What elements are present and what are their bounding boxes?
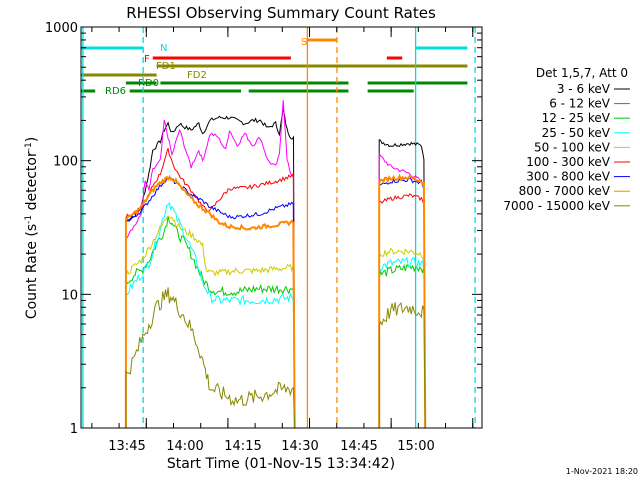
legend-label-100-300-kev: 100 - 300 keV: [526, 155, 610, 169]
y-tick-label: 1000: [45, 21, 78, 36]
flag-label-fd2: FD2: [187, 70, 207, 81]
x-tick-label: 15:00: [397, 439, 434, 454]
y-axis-label-mid: detector: [24, 151, 40, 215]
flag-label-s: S: [301, 37, 307, 48]
series-line-6-12-kev-segment2: [378, 153, 426, 428]
series-line-3-6-kev: [125, 109, 296, 428]
flag-label-f: F: [144, 54, 150, 65]
plot-frame: [80, 26, 483, 429]
y-tick-label: 100: [53, 155, 78, 170]
x-tick-label: 13:45: [108, 439, 145, 454]
flag-label-fd1: FD1: [156, 61, 176, 72]
legend-label-50-100-kev: 50 - 100 keV: [534, 140, 611, 154]
series-line-800-7000-kev: [124, 175, 296, 428]
series-line-3-6-kev-segment2: [378, 139, 426, 428]
series-line-800-7000-kev-segment2: [378, 173, 427, 428]
flag-bars: [81, 38, 468, 93]
series-lines: [124, 99, 427, 428]
series-line-6-12-kev: [125, 99, 296, 428]
x-axis: 13:45 14:00 14:15 14:30 14:45 15:00: [91, 27, 474, 454]
flag-labels: N S F FD1 FD2 RD0 RD6: [105, 37, 307, 97]
y-axis-label-sup1: -1: [24, 215, 34, 224]
series-line-300-800-kev-segment2: [378, 177, 426, 428]
y-axis-label: Count Rate (s-1 detector-1): [24, 137, 40, 319]
flag-label-rd0: RD0: [138, 78, 159, 89]
y-axis: 1 10 100 1000: [45, 21, 482, 437]
series-line-7000-15000-kev-segment2: [378, 301, 426, 428]
y-axis-label-main: Count Rate (s: [24, 224, 40, 319]
series-line-25-50-kev-segment2: [378, 256, 426, 428]
series-line-50-100-kev-segment2: [378, 247, 426, 428]
series-line-25-50-kev: [125, 201, 296, 428]
chart-title: RHESSI Observing Summary Count Rates: [126, 4, 436, 22]
series-line-100-300-kev-segment2: [378, 193, 426, 428]
legend-label-25-50-kev: 25 - 50 keV: [542, 126, 611, 140]
x-tick-label: 14:45: [340, 439, 377, 454]
legend-header: Det 1,5,7, Att 0: [536, 66, 628, 80]
y-axis-label-sup2: -1: [24, 142, 34, 151]
legend-label-6-12-kev: 6 - 12 keV: [549, 97, 611, 111]
y-tick-label: 10: [61, 288, 78, 303]
series-line-7000-15000-kev: [125, 287, 296, 428]
timestamp: 1-Nov-2021 18:20: [566, 467, 638, 476]
legend-label-3-6-kev: 3 - 6 keV: [557, 82, 611, 96]
x-tick-label: 14:15: [224, 439, 261, 454]
x-tick-label: 14:30: [281, 439, 318, 454]
x-axis-label: Start Time (01-Nov-15 13:34:42): [167, 456, 395, 472]
y-tick-label: 1: [70, 422, 78, 437]
legend-label-12-25-kev: 12 - 25 keV: [542, 111, 611, 125]
legend-label-800-7000-kev: 800 - 7000 keV: [519, 184, 611, 198]
y-axis-label-end: ): [24, 137, 40, 142]
series-line-12-25-kev-segment2: [378, 263, 426, 428]
vertical-markers: [82, 27, 476, 428]
flag-label-rd6: RD6: [105, 86, 126, 97]
legend-label-300-800-kev: 300 - 800 keV: [526, 170, 610, 184]
series-line-300-800-kev: [125, 176, 296, 428]
flag-label-n: N: [160, 43, 167, 54]
series-line-50-100-kev: [125, 215, 296, 428]
legend-label-7000-15000-kev: 7000 - 15000 keV: [503, 199, 610, 213]
x-tick-label: 14:00: [166, 439, 203, 454]
